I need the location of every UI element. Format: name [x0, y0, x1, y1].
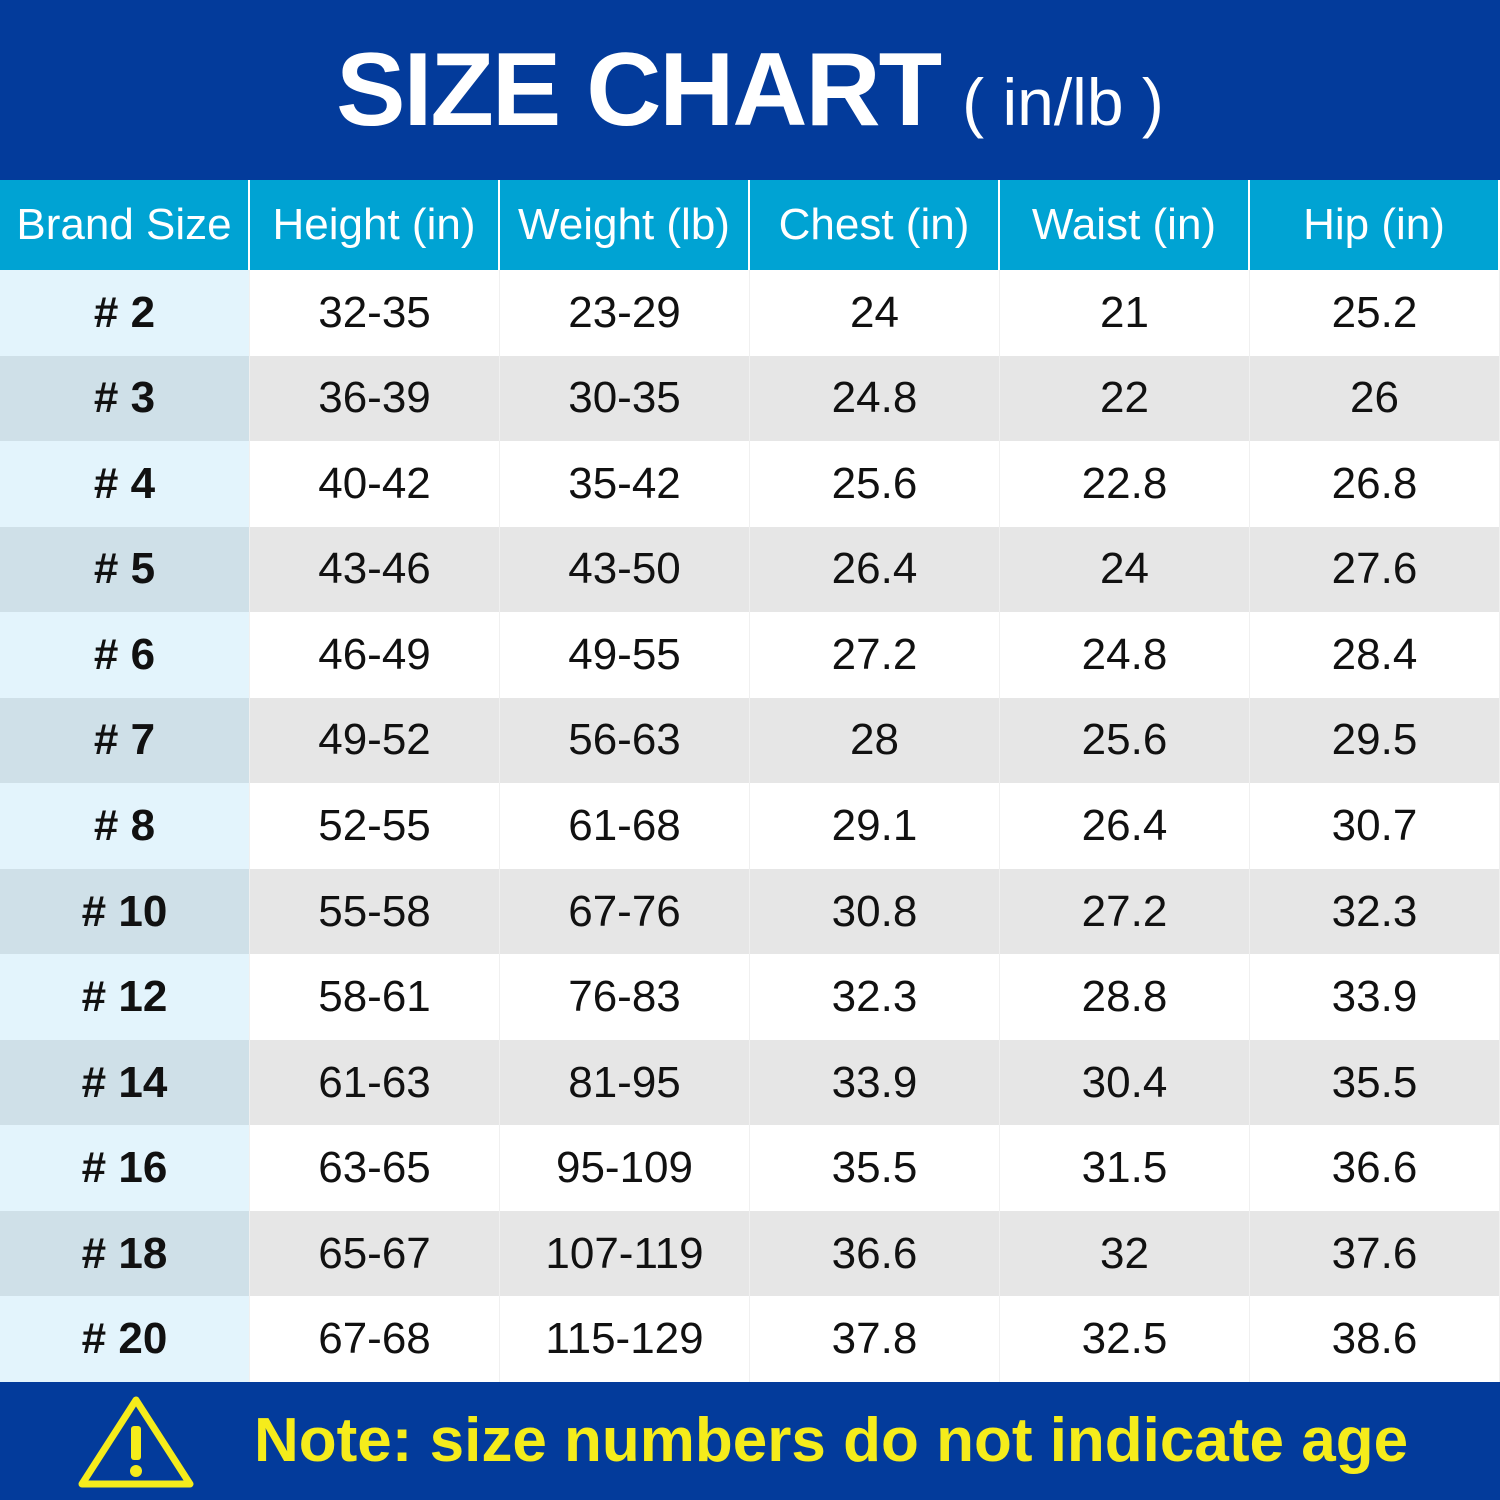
- table-cell: 35-42: [500, 441, 750, 527]
- table-cell: 115-129: [500, 1296, 750, 1382]
- table-cell: 36-39: [250, 355, 500, 442]
- warning-icon: [78, 1396, 194, 1488]
- table-cell: 24.8: [1000, 612, 1250, 698]
- table-cell: 35.5: [750, 1125, 1000, 1211]
- table-cell: 30.7: [1250, 783, 1500, 869]
- table-cell: 31.5: [1000, 1125, 1250, 1211]
- table-cell: 29.1: [750, 783, 1000, 869]
- table-cell: 55-58: [250, 868, 500, 955]
- column-header: Hip (in): [1250, 180, 1500, 270]
- size-label: # 20: [0, 1296, 250, 1382]
- size-label: # 2: [0, 270, 250, 356]
- size-label: # 6: [0, 612, 250, 698]
- table-cell: 49-52: [250, 697, 500, 784]
- table-cell: 32.5: [1000, 1296, 1250, 1382]
- table-cell: 43-50: [500, 526, 750, 613]
- title: SIZE CHART: [336, 32, 942, 148]
- table-cell: 37.6: [1250, 1210, 1500, 1297]
- table-cell: 28.8: [1000, 954, 1250, 1040]
- table-cell: 30.4: [1000, 1039, 1250, 1126]
- table-cell: 33.9: [1250, 954, 1500, 1040]
- footer: Note: size numbers do not indicate age: [0, 1382, 1500, 1500]
- table-cell: 24: [750, 270, 1000, 356]
- table-cell: 35.5: [1250, 1039, 1500, 1126]
- header: SIZE CHART ( in/lb ): [0, 0, 1500, 180]
- table-cell: 23-29: [500, 270, 750, 356]
- table-cell: 107-119: [500, 1210, 750, 1297]
- table-cell: 58-61: [250, 954, 500, 1040]
- table-cell: 61-63: [250, 1039, 500, 1126]
- table-cell: 33.9: [750, 1039, 1000, 1126]
- size-label: # 5: [0, 526, 250, 613]
- column-header: Chest (in): [750, 180, 1000, 270]
- table-cell: 27.2: [750, 612, 1000, 698]
- size-label: # 7: [0, 697, 250, 784]
- table-cell: 81-95: [500, 1039, 750, 1126]
- table-cell: 25.2: [1250, 270, 1500, 356]
- table-cell: 25.6: [750, 441, 1000, 527]
- size-label: # 8: [0, 783, 250, 869]
- table-cell: 22.8: [1000, 441, 1250, 527]
- column-header: Brand Size: [0, 180, 250, 270]
- table-cell: 28.4: [1250, 612, 1500, 698]
- table-cell: 43-46: [250, 526, 500, 613]
- table-cell: 25.6: [1000, 697, 1250, 784]
- table-cell: 29.5: [1250, 697, 1500, 784]
- size-label: # 18: [0, 1210, 250, 1297]
- size-label: # 10: [0, 868, 250, 955]
- table-cell: 46-49: [250, 612, 500, 698]
- table-cell: 24.8: [750, 355, 1000, 442]
- table-cell: 30.8: [750, 868, 1000, 955]
- table-cell: 76-83: [500, 954, 750, 1040]
- table-cell: 36.6: [750, 1210, 1000, 1297]
- table-cell: 56-63: [500, 697, 750, 784]
- table-cell: 40-42: [250, 441, 500, 527]
- table-cell: 49-55: [500, 612, 750, 698]
- table-cell: 22: [1000, 355, 1250, 442]
- table-cell: 26.4: [1000, 783, 1250, 869]
- table-cell: 30-35: [500, 355, 750, 442]
- table-cell: 27.2: [1000, 868, 1250, 955]
- column-header: Height (in): [250, 180, 500, 270]
- size-label: # 3: [0, 355, 250, 442]
- table-cell: 38.6: [1250, 1296, 1500, 1382]
- table-cell: 32.3: [1250, 868, 1500, 955]
- table-cell: 24: [1000, 526, 1250, 613]
- size-label: # 14: [0, 1039, 250, 1126]
- table-cell: 61-68: [500, 783, 750, 869]
- table-cell: 26.4: [750, 526, 1000, 613]
- subtitle: ( in/lb ): [962, 65, 1164, 139]
- table-cell: 65-67: [250, 1210, 500, 1297]
- size-label: # 12: [0, 954, 250, 1040]
- column-header: Weight (lb): [500, 180, 750, 270]
- table-cell: 26.8: [1250, 441, 1500, 527]
- table-cell: 63-65: [250, 1125, 500, 1211]
- table-cell: 67-76: [500, 868, 750, 955]
- size-label: # 4: [0, 441, 250, 527]
- note: Note: size numbers do not indicate age: [254, 1406, 1409, 1475]
- table-cell: 26: [1250, 355, 1500, 442]
- table-cell: 27.6: [1250, 526, 1500, 613]
- table-cell: 32: [1000, 1210, 1250, 1297]
- table-cell: 37.8: [750, 1296, 1000, 1382]
- table-cell: 21: [1000, 270, 1250, 356]
- table-cell: 36.6: [1250, 1125, 1500, 1211]
- table-cell: 52-55: [250, 783, 500, 869]
- size-label: # 16: [0, 1125, 250, 1211]
- table-cell: 28: [750, 697, 1000, 784]
- column-header: Waist (in): [1000, 180, 1250, 270]
- table-cell: 32.3: [750, 954, 1000, 1040]
- table-cell: 67-68: [250, 1296, 500, 1382]
- table-cell: 95-109: [500, 1125, 750, 1211]
- table-cell: 32-35: [250, 270, 500, 356]
